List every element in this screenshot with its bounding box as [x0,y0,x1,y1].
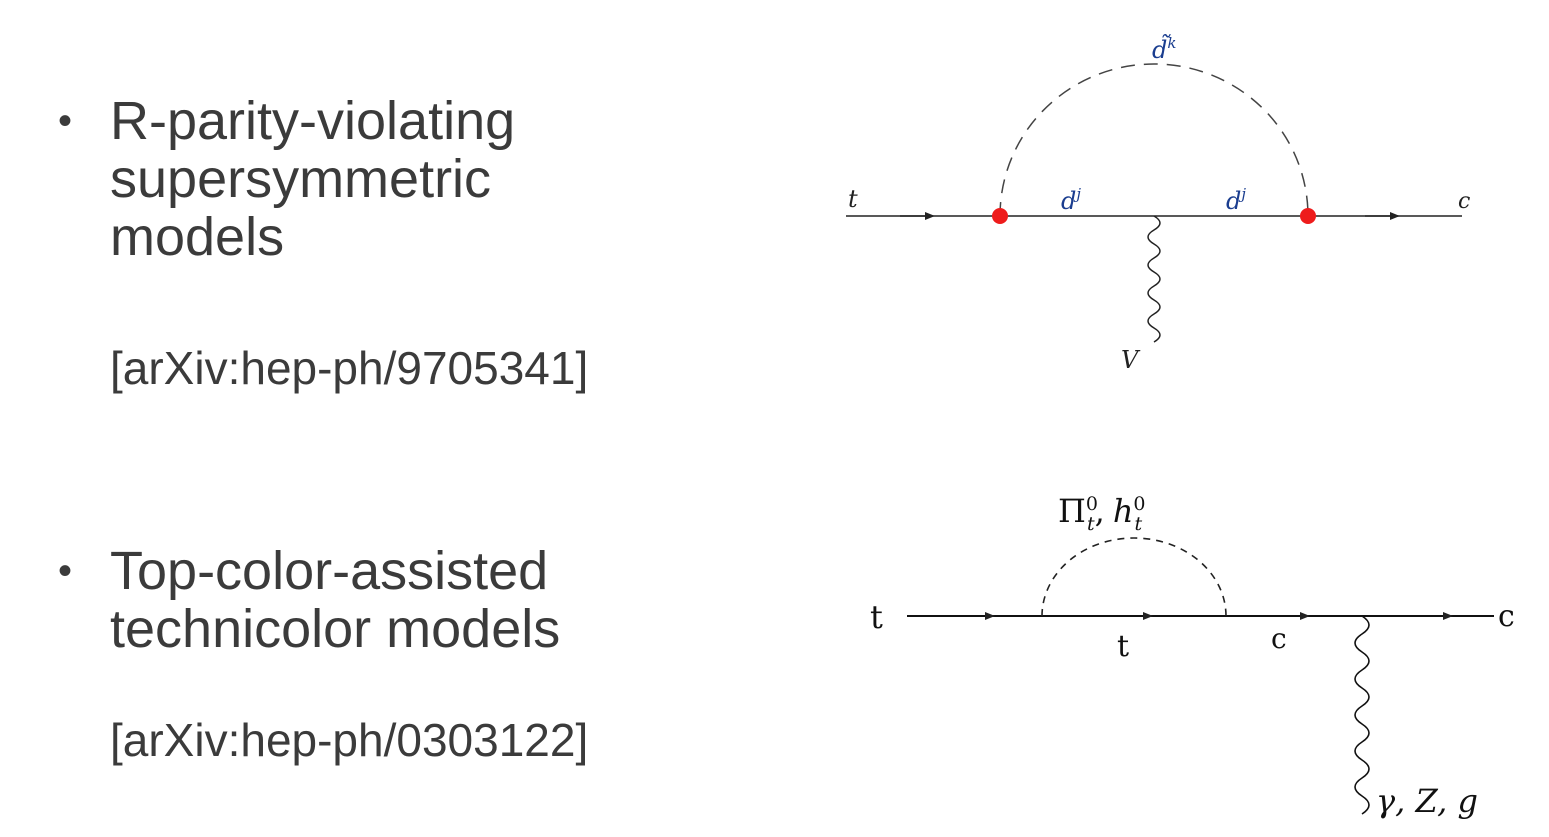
squark-loop [999,63,1309,217]
bullet-topcolor-reference: [arXiv:hep-ph/0303122] [110,714,589,766]
label-quark-right: dj [1226,185,1246,215]
bullet-rpv-text: R-parity-violating supersymmetric models [110,91,516,267]
boson-wavy-line [1354,615,1370,815]
label-boson-v: V [1121,346,1141,374]
label-t-in: t [870,598,883,636]
label-quark-left: dj [1061,185,1081,215]
diagram-topcolor: t t c c Π0 t, h0 t γ, Z, g [870,492,1515,820]
label-c-mid: c [1271,622,1287,655]
label-squark: d̃k [1152,33,1176,64]
label-t-loop: t [1117,629,1129,664]
label-c-out: c [1498,599,1515,634]
boson-wavy-line [1147,215,1161,343]
scalar-loop [1041,537,1227,617]
label-c: c [1458,189,1470,214]
label-loop-particles: Π0 t, h0 t [1058,492,1146,535]
label-t: t [848,185,858,213]
bullet-topcolor-text: Top-color-assisted technicolor models [110,541,561,659]
bullet-dot: • [58,99,73,143]
label-bosons: γ, Z, g [1376,782,1478,820]
bullet-rpv-reference: [arXiv:hep-ph/9705341] [110,342,589,394]
vertex-left [992,208,1008,224]
diagram-rpv: t c d̃k dj dj V [846,33,1470,374]
bullet-dot: • [58,549,73,593]
vertex-right [1300,208,1316,224]
